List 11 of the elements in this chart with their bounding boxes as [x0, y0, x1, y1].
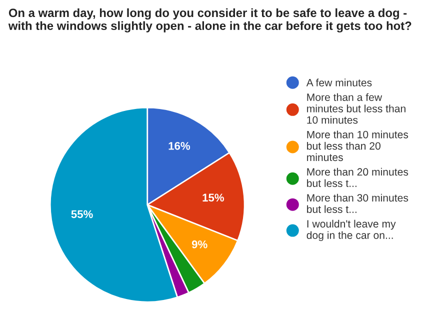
legend-label: More than 30 minutes but less t...	[307, 194, 408, 213]
legend-label: I wouldn't leave my dog in the car on...	[306, 220, 396, 242]
legend-label: More than 10 minutes but less than 20 minutes	[307, 130, 408, 162]
legend-label: A few minutes	[306, 78, 372, 86]
data-label: 9%	[192, 240, 208, 248]
data-label: 15%	[202, 194, 224, 202]
legend-label: More than a few minutes but less than 10 minutes	[307, 93, 406, 124]
data-label: 55%	[71, 210, 93, 218]
data-label: 16%	[168, 142, 190, 150]
legend-label: More than 20 minutes but less t...	[307, 168, 408, 188]
chart-title: On a warm day, how long do you consider it to be safe to leave a dog - with the windows slightly open - alone in the car before it gets too hot?	[8, 8, 412, 32]
